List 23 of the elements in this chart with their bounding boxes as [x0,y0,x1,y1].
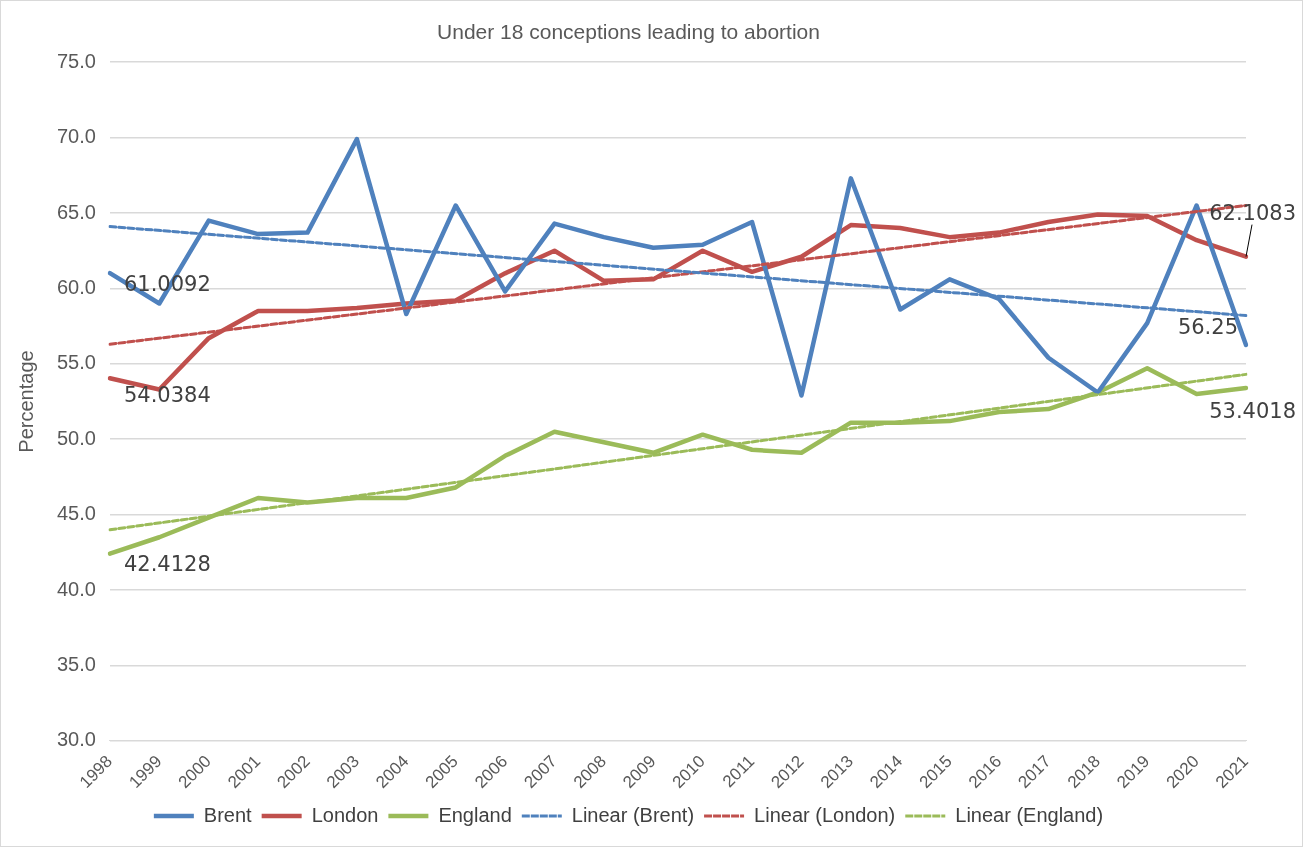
legend-label: England [438,803,512,826]
y-tick-label: 40.0 [56,577,96,600]
data-label: 54.0384 [123,382,211,407]
y-tick-label: 45.0 [56,502,96,525]
legend-label: Linear (Brent) [571,803,695,826]
legend-label: Linear (England) [955,803,1104,826]
legend-label: Linear (London) [754,803,896,826]
y-tick-label: 70.0 [56,125,96,148]
y-tick-label: 50.0 [56,426,96,449]
y-tick-label: 30.0 [56,728,96,751]
y-tick-label: 55.0 [56,351,96,374]
legend-label: Brent [203,803,253,826]
legend-label: London [311,803,379,826]
y-tick-label: 35.0 [56,652,96,675]
y-tick-label: 65.0 [56,200,96,223]
y-tick-label: 75.0 [56,49,96,72]
y-axis-title: Percentage [14,350,37,453]
data-label: 53.4018 [1209,398,1296,423]
data-label: 62.1083 [1209,200,1296,225]
data-label: 42.4128 [123,552,211,577]
data-label: 56.25 [1177,314,1238,339]
y-tick-label: 60.0 [56,275,96,298]
chart-title: Under 18 conceptions leading to abortion [437,20,820,44]
